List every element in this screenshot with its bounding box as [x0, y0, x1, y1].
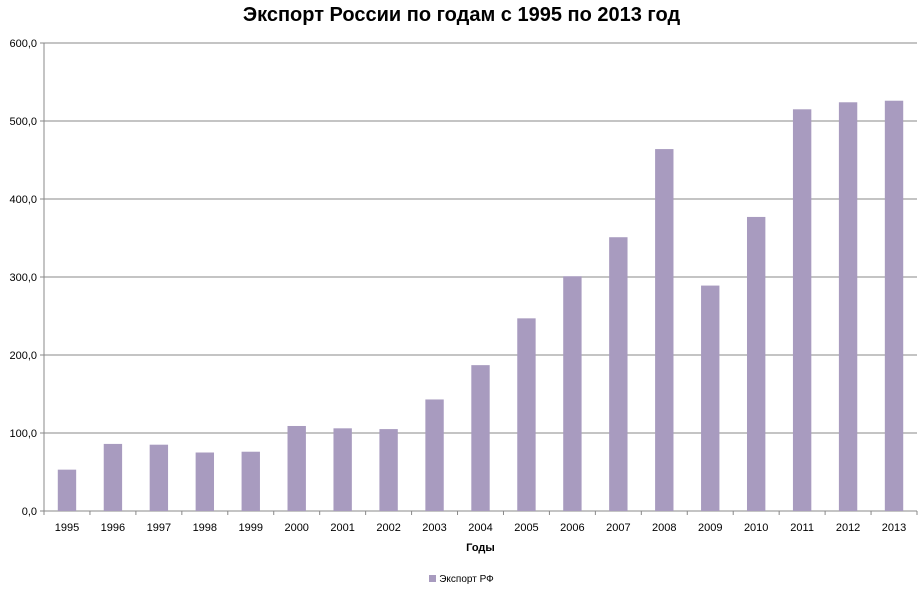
bar — [517, 318, 536, 511]
y-tick-label: 400,0 — [9, 194, 37, 206]
y-tick-label: 0,0 — [22, 506, 37, 518]
x-tick-label: 2001 — [330, 522, 354, 534]
x-tick-label: 2008 — [652, 522, 676, 534]
x-tick-label: 2010 — [744, 522, 768, 534]
x-tick-label: 1995 — [55, 522, 79, 534]
bar — [838, 102, 858, 511]
legend-label: Экспорт РФ — [439, 574, 494, 585]
y-tick-label: 300,0 — [9, 272, 37, 284]
x-tick-label: 2013 — [882, 522, 906, 534]
chart-title: Экспорт России по годам с 1995 по 2013 г… — [242, 4, 681, 26]
bar — [655, 149, 674, 511]
legend: Экспорт РФ — [0, 574, 923, 585]
bar — [792, 109, 812, 512]
x-tick-label: 2007 — [606, 522, 630, 534]
x-tick-label: 2002 — [376, 522, 400, 534]
bar — [471, 365, 490, 511]
x-tick-label: 1998 — [193, 522, 217, 534]
x-tick-label: 2004 — [468, 522, 492, 534]
x-tick-label: 2000 — [284, 522, 308, 534]
legend-swatch — [429, 575, 437, 582]
y-tick-label: 100,0 — [9, 428, 37, 440]
bar — [57, 469, 77, 511]
bar — [425, 399, 444, 511]
x-tick-label: 1997 — [147, 522, 171, 534]
bar — [149, 444, 169, 511]
bar — [241, 451, 260, 511]
bar — [701, 285, 720, 511]
bar — [563, 276, 582, 511]
x-tick-label: 2011 — [790, 522, 814, 534]
bar — [103, 443, 123, 511]
bar — [884, 100, 904, 511]
bar — [609, 237, 628, 511]
bar — [746, 216, 766, 511]
bar — [379, 429, 398, 511]
bar — [287, 425, 306, 511]
y-tick-label: 600,0 — [9, 38, 37, 50]
x-tick-label: 2003 — [422, 522, 446, 534]
x-tick-label: 2005 — [514, 522, 538, 534]
x-axis-title: Годы — [466, 542, 495, 554]
x-tick-label: 1999 — [239, 522, 263, 534]
y-tick-label: 500,0 — [9, 116, 37, 128]
x-tick-label: 2006 — [560, 522, 584, 534]
x-tick-label: 2012 — [836, 522, 860, 534]
x-tick-label: 2009 — [698, 522, 722, 534]
x-tick-label: 1996 — [101, 522, 125, 534]
y-tick-label: 200,0 — [9, 350, 37, 362]
bar — [195, 452, 215, 511]
bar — [333, 428, 352, 511]
